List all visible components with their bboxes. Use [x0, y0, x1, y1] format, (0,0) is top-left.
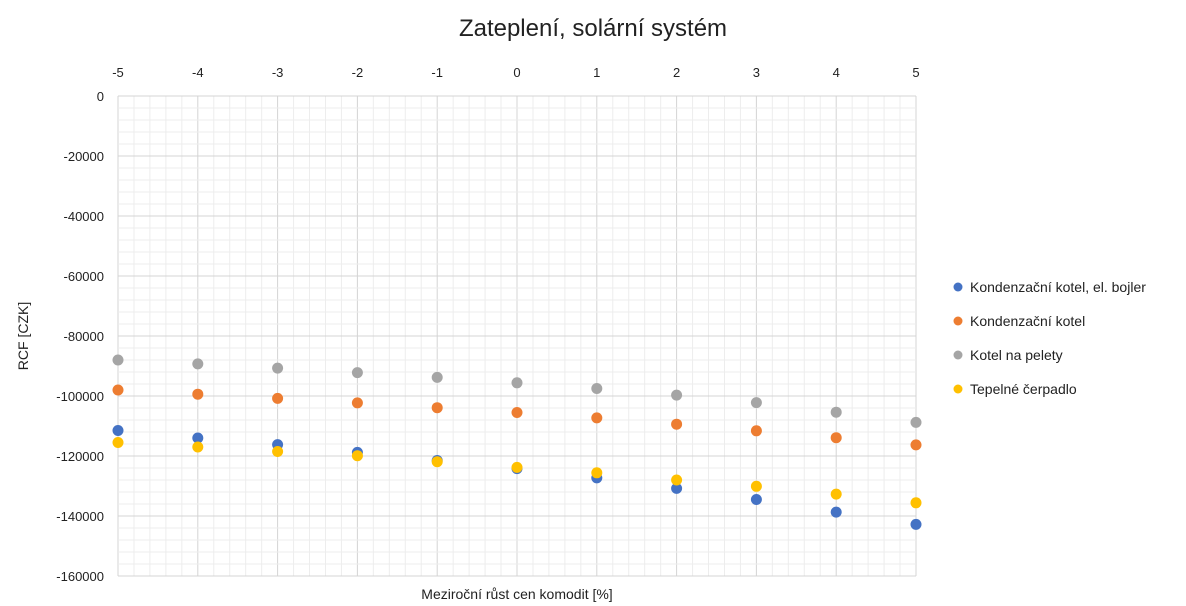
legend-label: Kondenzační kotel [970, 313, 1085, 329]
data-point-series-3 [431, 456, 443, 468]
data-point-series-2 [830, 406, 842, 418]
x-tick-label: 3 [753, 65, 760, 80]
data-point-series-2 [351, 367, 363, 379]
data-point-series-3 [351, 450, 363, 462]
data-point-series-2 [671, 389, 683, 401]
x-tick-label: -2 [352, 65, 364, 80]
data-point-series-0 [671, 482, 683, 494]
legend-label: Kondenzační kotel, el. bojler [970, 279, 1146, 295]
data-point-series-1 [591, 412, 603, 424]
data-point-series-1 [671, 418, 683, 430]
y-tick-label: -80000 [64, 329, 104, 344]
data-point-series-0 [750, 494, 762, 505]
y-tick-label: -20000 [64, 149, 104, 164]
y-tick-label: -100000 [56, 389, 104, 404]
data-point-series-2 [511, 377, 523, 389]
data-point-series-3 [830, 488, 842, 500]
data-point-series-2 [750, 397, 762, 409]
y-axis-label: RCF [CZK] [15, 302, 31, 370]
data-point-series-3 [750, 480, 762, 492]
data-point-series-1 [272, 392, 284, 404]
x-tick-label: -5 [112, 65, 124, 80]
x-tick-label: 4 [833, 65, 840, 80]
legend: Kondenzační kotel, el. bojler Kondenzační… [953, 279, 1146, 397]
y-tick-label: -120000 [56, 449, 104, 464]
y-tick-labels: 0 -20000 -40000 -60000 -80000 -100000 -120000 -… [56, 89, 104, 584]
data-point-series-1 [192, 388, 204, 400]
data-point-series-0 [910, 518, 922, 530]
chart-title: Zateplení, solární systém [459, 15, 727, 42]
y-tick-label: -40000 [64, 209, 104, 224]
y-tick-label: 0 [97, 89, 104, 104]
legend-marker [953, 316, 963, 326]
data-point-series-3 [192, 441, 204, 453]
y-tick-label: -140000 [56, 509, 104, 524]
data-point-series-1 [351, 397, 363, 409]
data-point-series-2 [591, 383, 603, 394]
data-point-series-1 [112, 384, 124, 396]
data-point-series-3 [112, 437, 124, 448]
data-point-series-3 [591, 467, 603, 479]
data-point-series-1 [830, 432, 842, 444]
x-tick-label: 5 [912, 65, 919, 80]
x-tick-label: 1 [593, 65, 600, 80]
legend-label: Kotel na pelety [970, 347, 1063, 363]
x-tick-label: 2 [673, 65, 680, 80]
data-point-series-2 [192, 358, 204, 370]
data-point-series-3 [511, 461, 523, 473]
data-point-series-1 [511, 407, 523, 418]
data-points [112, 354, 922, 530]
grid [117, 95, 917, 577]
data-point-series-1 [910, 439, 922, 451]
legend-marker [953, 350, 963, 360]
legend-marker [953, 384, 963, 394]
x-tick-label: -3 [272, 65, 284, 80]
data-point-series-2 [910, 416, 922, 428]
x-tick-labels: -5 -4 -3 -2 -1 0 1 2 3 4 5 [112, 65, 919, 80]
y-tick-label: -160000 [56, 569, 104, 584]
data-point-series-3 [910, 497, 922, 509]
data-point-series-1 [431, 402, 443, 414]
data-point-series-1 [750, 425, 762, 437]
data-point-series-2 [112, 354, 124, 366]
data-point-series-3 [671, 474, 683, 486]
data-point-series-0 [112, 425, 124, 436]
data-point-series-0 [830, 506, 842, 518]
y-tick-label: -60000 [64, 269, 104, 284]
data-point-series-2 [272, 362, 284, 374]
x-tick-label: -4 [192, 65, 204, 80]
data-point-series-3 [272, 446, 284, 457]
x-tick-label: -1 [431, 65, 443, 80]
data-point-series-2 [431, 371, 443, 383]
data-point-series-0 [192, 432, 204, 444]
x-tick-label: 0 [513, 65, 520, 80]
legend-label: Tepelné čerpadlo [970, 381, 1077, 397]
x-axis-label: Meziroční růst cen komodit [%] [421, 586, 612, 602]
legend-marker [953, 282, 963, 292]
